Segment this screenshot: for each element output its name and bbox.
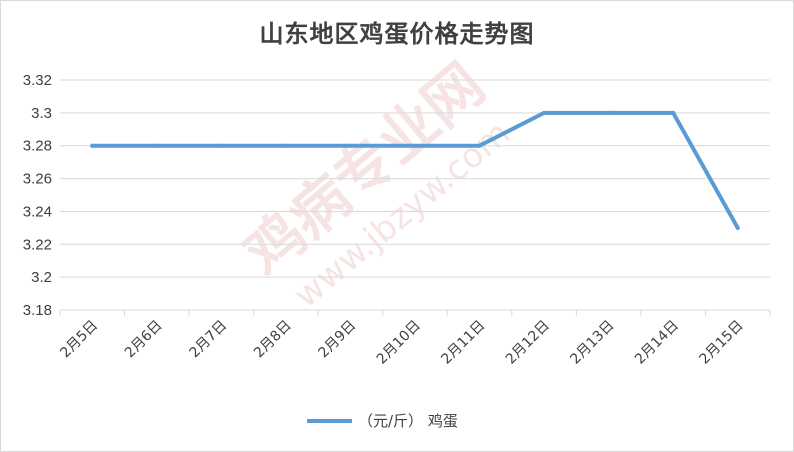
legend-label: （元/斤） 鸡蛋 bbox=[358, 412, 458, 430]
data-point-0-8 bbox=[606, 110, 611, 115]
y-tick-label-7: 3.32 bbox=[23, 72, 52, 89]
x-tick-label-10: 2月15日 bbox=[697, 318, 747, 368]
y-axis: 3.18 3.2 3.22 3.24 3.26 3.28 3.3 3.32 bbox=[23, 72, 52, 319]
chart-title: 山东地区鸡蛋价格走势图 bbox=[259, 19, 535, 48]
data-point-0-7 bbox=[542, 110, 547, 115]
data-point-0-5 bbox=[413, 143, 417, 148]
x-tick-label-6: 2月11日 bbox=[438, 318, 488, 368]
data-point-0-1 bbox=[154, 143, 159, 148]
y-tick-label-0: 3.18 bbox=[23, 302, 52, 319]
data-point-0-4 bbox=[348, 143, 353, 148]
x-tick-label-4: 2月9日 bbox=[316, 318, 360, 362]
data-point-0-3 bbox=[283, 143, 288, 148]
x-tick-label-3: 2月8日 bbox=[251, 318, 295, 362]
y-tick-label-4: 3.26 bbox=[23, 171, 52, 188]
y-tick-label-2: 3.22 bbox=[23, 236, 52, 253]
data-point-0-6 bbox=[477, 143, 482, 148]
y-tick-label-3: 3.24 bbox=[23, 203, 52, 220]
data-point-0-10 bbox=[735, 225, 740, 230]
y-tick-label-5: 3.28 bbox=[23, 138, 52, 155]
series-group bbox=[90, 110, 740, 230]
y-tick-label-6: 3.3 bbox=[31, 105, 52, 122]
x-axis: 2月5日 2月6日 2月7日 2月8日 2月9日 2月10日 2月11日 2月12日 2月13日… bbox=[57, 310, 771, 368]
data-point-0-2 bbox=[219, 143, 224, 148]
x-tick-label-5: 2月10日 bbox=[374, 318, 424, 368]
x-tick-label-8: 2月13日 bbox=[567, 318, 617, 368]
data-point-0-0 bbox=[90, 143, 95, 148]
x-tick-label-7: 2月12日 bbox=[503, 318, 553, 368]
y-tick-label-1: 3.2 bbox=[31, 269, 52, 286]
watermark: 鸡病专业网 www.jbzyw.com bbox=[231, 50, 517, 316]
x-tick-label-2: 2月7日 bbox=[186, 318, 230, 362]
x-tick-label-1: 2月6日 bbox=[122, 318, 166, 362]
x-tick-label-9: 2月14日 bbox=[632, 318, 682, 368]
x-tick-label-0: 2月5日 bbox=[57, 318, 101, 362]
legend: （元/斤） 鸡蛋 bbox=[307, 412, 458, 430]
data-point-0-9 bbox=[671, 110, 676, 115]
